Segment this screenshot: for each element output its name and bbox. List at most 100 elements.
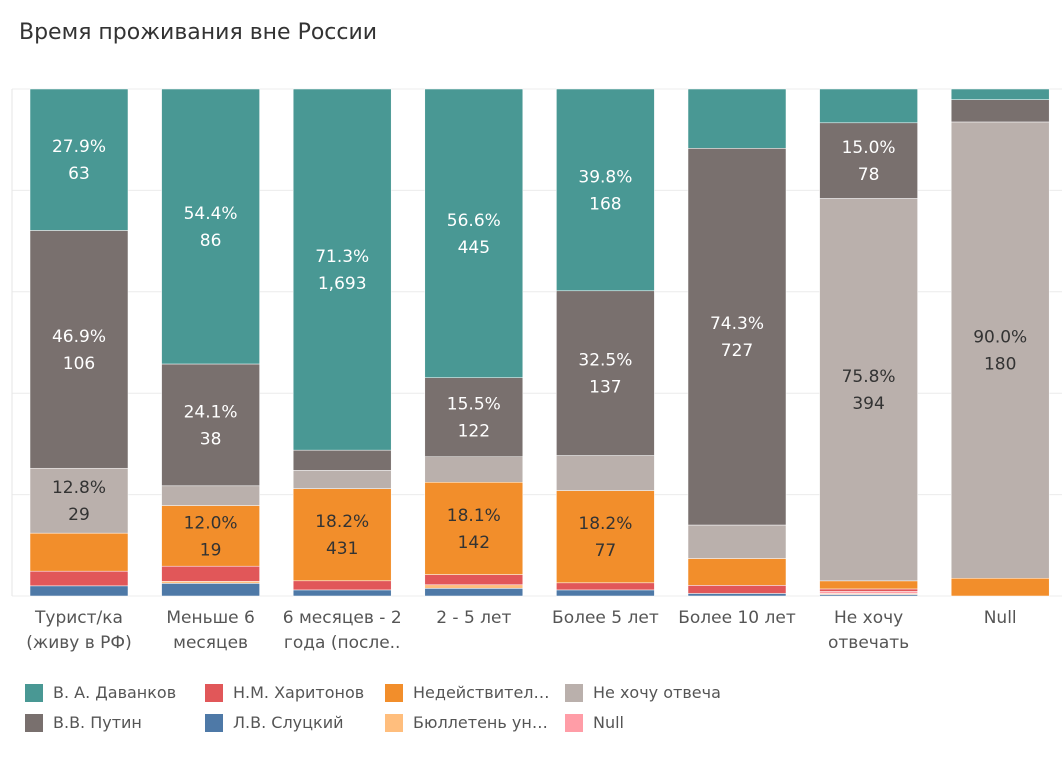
legend-item: Н.М. Харитонов bbox=[205, 683, 364, 702]
legend-label: Null bbox=[593, 713, 624, 732]
legend-item: Бюллетень ун… bbox=[385, 713, 548, 732]
bar-segment bbox=[424, 588, 524, 597]
data-label: 24.1% bbox=[184, 402, 238, 422]
data-label: 445 bbox=[458, 238, 490, 258]
stacked-bar-chart: Турист/ка (живу в РФ) Меньше 6 месяцев 6 мес… bbox=[11, 88, 1062, 653]
data-label: 54.4% bbox=[184, 204, 238, 224]
data-label: 18.2% bbox=[315, 512, 369, 532]
bar-segment bbox=[424, 574, 524, 586]
bar-segment bbox=[161, 505, 260, 567]
bar-segment bbox=[687, 593, 787, 597]
legend-swatch bbox=[25, 713, 43, 732]
data-label: 90.0% bbox=[973, 328, 1027, 348]
x-tick-label: 2 - 5 лет bbox=[436, 608, 511, 628]
data-label: 75.8% bbox=[842, 367, 896, 387]
legend-item: В. А. Даванков bbox=[25, 683, 176, 702]
legend-label: В. А. Даванков bbox=[53, 683, 177, 702]
bar-segment bbox=[292, 580, 392, 591]
bar-segment bbox=[556, 290, 655, 456]
bar-segment bbox=[819, 580, 918, 590]
legend-swatch bbox=[565, 713, 583, 732]
data-label: 180 bbox=[984, 355, 1016, 375]
bar-segment bbox=[687, 524, 787, 559]
chart-title: Время проживания вне России bbox=[19, 20, 378, 45]
data-label: 56.6% bbox=[447, 211, 501, 231]
data-label: 78 bbox=[858, 165, 880, 185]
x-tick-label: 6 месяцев - 2 bbox=[283, 608, 402, 628]
bar-segment bbox=[292, 589, 392, 597]
bar-segment bbox=[819, 588, 918, 592]
data-label: 106 bbox=[63, 354, 95, 374]
bar-segment bbox=[29, 532, 129, 572]
bar-segment bbox=[161, 363, 260, 487]
x-tick-label: Турист/ка bbox=[34, 608, 123, 628]
bar-segment bbox=[556, 88, 655, 292]
data-label: 32.5% bbox=[578, 351, 632, 371]
data-label: 168 bbox=[589, 194, 621, 214]
bar-segment bbox=[292, 88, 392, 451]
bar-segment bbox=[424, 377, 524, 458]
bar-segment bbox=[29, 230, 129, 469]
bar-segment bbox=[29, 585, 129, 597]
bar-segment bbox=[819, 591, 918, 594]
bar-segment bbox=[819, 88, 918, 124]
legend-swatch bbox=[385, 713, 403, 732]
data-label: 86 bbox=[200, 231, 222, 251]
bar-segment bbox=[29, 570, 129, 587]
x-tick-label: Не хочу bbox=[834, 608, 903, 628]
data-label: 19 bbox=[200, 540, 222, 560]
data-label: 29 bbox=[68, 505, 90, 525]
x-tick-label: Меньше 6 bbox=[166, 608, 255, 628]
data-label: 431 bbox=[326, 539, 358, 559]
x-tick-label: Более 5 лет bbox=[552, 608, 659, 628]
data-label: 46.9% bbox=[52, 327, 106, 347]
data-label: 12.8% bbox=[52, 478, 106, 498]
bar-segment bbox=[424, 584, 524, 589]
bar-segment bbox=[687, 148, 787, 526]
x-tick-label: года (после.. bbox=[284, 633, 401, 653]
legend-item: Л.В. Слуцкий bbox=[205, 713, 343, 732]
data-label: 1,693 bbox=[318, 274, 367, 294]
bar-segment bbox=[556, 582, 655, 591]
data-label: 12.0% bbox=[184, 513, 238, 533]
legend-label: Н.М. Харитонов bbox=[233, 683, 365, 702]
bar-segment bbox=[29, 88, 129, 231]
legend-item: Не хочу отвеча bbox=[565, 683, 721, 702]
bar-segment bbox=[950, 578, 1050, 597]
bar-segment bbox=[687, 88, 787, 149]
data-label: 394 bbox=[852, 394, 884, 414]
bar-segment bbox=[292, 470, 392, 489]
x-tick-label: отвечать bbox=[828, 633, 909, 653]
bar-segment bbox=[556, 455, 655, 491]
bar-segment bbox=[819, 122, 918, 199]
bar-segment bbox=[819, 198, 918, 582]
legend-item: Null bbox=[565, 713, 624, 732]
bar-segment bbox=[161, 485, 260, 506]
legend-item: В.В. Путин bbox=[25, 713, 142, 732]
data-label: 727 bbox=[721, 341, 753, 361]
data-label: 38 bbox=[200, 429, 222, 449]
x-tick-label: (живу в РФ) bbox=[26, 633, 131, 653]
legend-label: Не хочу отвеча bbox=[593, 683, 721, 702]
bar-segment bbox=[161, 581, 260, 584]
x-tick-label: Null bbox=[984, 608, 1017, 628]
legend-swatch bbox=[565, 683, 583, 702]
bar-segment bbox=[292, 488, 392, 582]
data-label: 74.3% bbox=[710, 314, 764, 334]
x-tick-label: Более 10 лет bbox=[678, 608, 796, 628]
x-tick-label: месяцев bbox=[173, 633, 248, 653]
legend-label: В.В. Путин bbox=[53, 713, 142, 732]
bar-segment bbox=[161, 583, 260, 597]
legend-swatch bbox=[205, 713, 223, 732]
data-label: 63 bbox=[68, 164, 90, 184]
data-label: 18.1% bbox=[447, 506, 501, 526]
data-label: 15.0% bbox=[842, 138, 896, 158]
legend-label: Л.В. Слуцкий bbox=[233, 713, 344, 732]
legend-swatch bbox=[205, 683, 223, 702]
data-label: 77 bbox=[595, 541, 617, 561]
bar-segment bbox=[687, 585, 787, 594]
data-label: 18.2% bbox=[578, 514, 632, 534]
legend-item: Недействител… bbox=[385, 683, 550, 702]
bar-segment bbox=[161, 565, 260, 582]
legend-swatch bbox=[25, 683, 43, 702]
